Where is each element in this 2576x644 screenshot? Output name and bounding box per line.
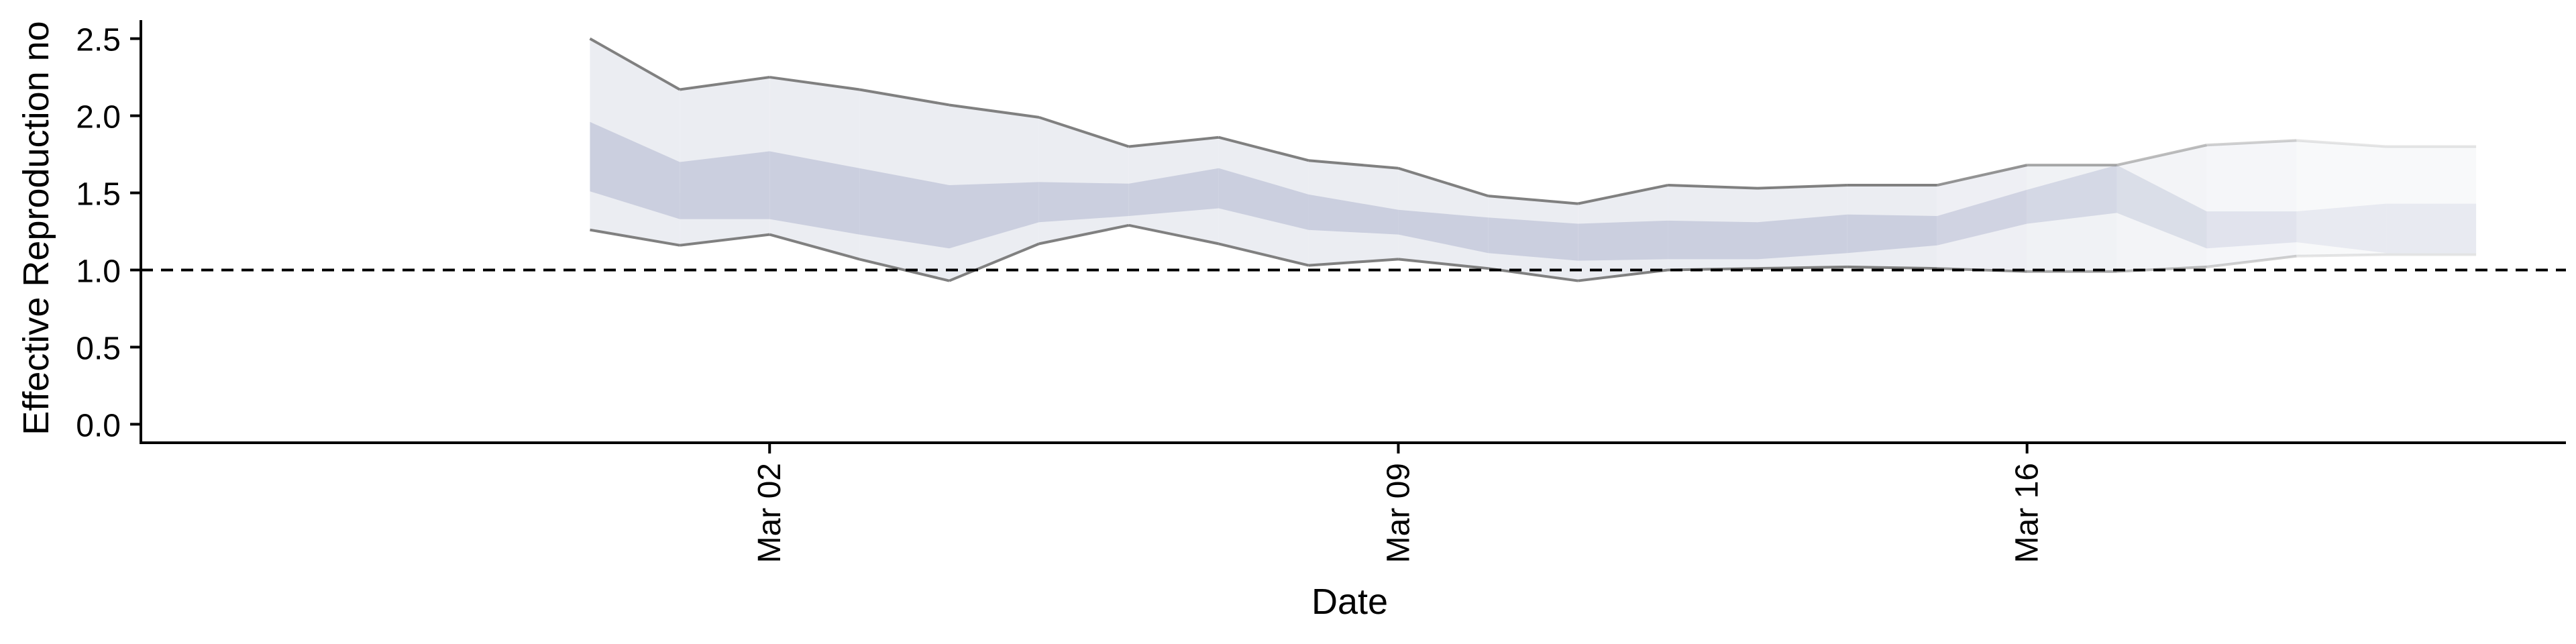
inner-band-segment [1398, 209, 1489, 254]
x-tick-label: Mar 16 [2010, 463, 2045, 563]
x-tick-label: Mar 02 [752, 463, 788, 563]
inner-band-segment [2386, 203, 2477, 254]
inner-band-segment [769, 151, 860, 235]
y-tick-label: 0.5 [76, 331, 121, 366]
inner-band-segment [590, 121, 680, 219]
lower-bound-line-segment [859, 258, 950, 282]
upper-bound-line-segment [949, 103, 1040, 119]
upper-bound-line-segment [1577, 184, 1668, 205]
inner-band-segment [1038, 182, 1129, 223]
inner-band-segment [859, 168, 949, 249]
inner-band-segment [1128, 168, 1219, 217]
upper-bound-line-segment [680, 76, 770, 91]
y-axis-ticks: 0.0 0.5 1.0 1.5 2.0 2.5 [76, 23, 141, 443]
inner-band-segment [1668, 220, 1758, 260]
inner-band-segment [1937, 189, 2027, 246]
inner-band-segment [1847, 214, 1937, 254]
outer-band-segment [2206, 140, 2297, 267]
lower-bound-line-segment [769, 233, 860, 261]
y-tick-label: 2.0 [76, 100, 121, 136]
upper-bound-line-segment [1668, 184, 1758, 190]
outer-band-segment [1038, 117, 1129, 244]
lower-bound-line-segment [1128, 223, 1220, 246]
upper-bound-line-segment [1397, 166, 1489, 198]
y-tick-label: 1.5 [76, 177, 121, 213]
x-axis-title: Date [1311, 582, 1388, 622]
upper-bound-line-segment [1218, 136, 1309, 162]
inner-band-segment [1488, 217, 1578, 261]
y-axis-title: Effective Reproduction no [16, 21, 56, 435]
upper-bound-line-segment [859, 88, 950, 107]
upper-bound-line-segment [2116, 144, 2207, 167]
inner-band-segment [2116, 165, 2207, 249]
confidence-bands [590, 38, 2477, 281]
upper-bound-line-segment [1308, 159, 1399, 170]
y-tick-label: 2.5 [76, 23, 121, 58]
inner-band-segment [2206, 211, 2297, 249]
upper-bound-line-segment [2296, 139, 2387, 148]
y-tick-label: 0.0 [76, 408, 121, 443]
inner-band-segment [2296, 203, 2387, 254]
lower-bound-line-segment [1398, 258, 1489, 270]
inner-band-segment [680, 151, 770, 219]
upper-bound-line-segment [769, 76, 860, 91]
lower-bound-line-segment [2206, 254, 2297, 268]
inner-band-segment [2027, 165, 2117, 224]
upper-bound-line-segment [1488, 195, 1578, 205]
inner-band-segment [949, 182, 1039, 249]
lower-bound-line-segment [1577, 268, 1668, 282]
outer-band-segment [2386, 146, 2477, 255]
lower-bound-line-segment [1218, 242, 1309, 267]
x-tick-label: Mar 09 [1381, 463, 1416, 563]
lower-bound-line-segment [2296, 253, 2387, 258]
lower-bound-line-segment [680, 233, 770, 247]
y-tick-label: 1.0 [76, 254, 121, 289]
upper-bound-line-segment [589, 37, 681, 91]
upper-bound-line-segment [2206, 139, 2297, 147]
x-axis-ticks: Mar 02 Mar 09 Mar 16 [752, 443, 2045, 563]
upper-bound-line-segment [1128, 136, 1219, 148]
outer-band-segment [2296, 140, 2387, 256]
upper-bound-line-segment [1757, 184, 1847, 190]
lower-bound-line-segment [1757, 265, 1847, 270]
inner-band-segment [1218, 168, 1309, 230]
lower-bound-line-segment [1308, 258, 1399, 267]
inner-band-segment [1578, 220, 1668, 261]
lower-bound-line-segment [1038, 223, 1130, 246]
lower-bound-line-segment [1488, 267, 1578, 282]
upper-bound-line-segment [1038, 115, 1130, 148]
inner-band-segment [1758, 214, 1847, 260]
upper-bound-line-segment [1937, 164, 2028, 186]
lower-bound-line-segment [1847, 265, 1937, 270]
inner-band-segment [1308, 194, 1399, 235]
lower-bound-line-segment [949, 242, 1040, 282]
lower-bound-line-segment [590, 228, 680, 247]
